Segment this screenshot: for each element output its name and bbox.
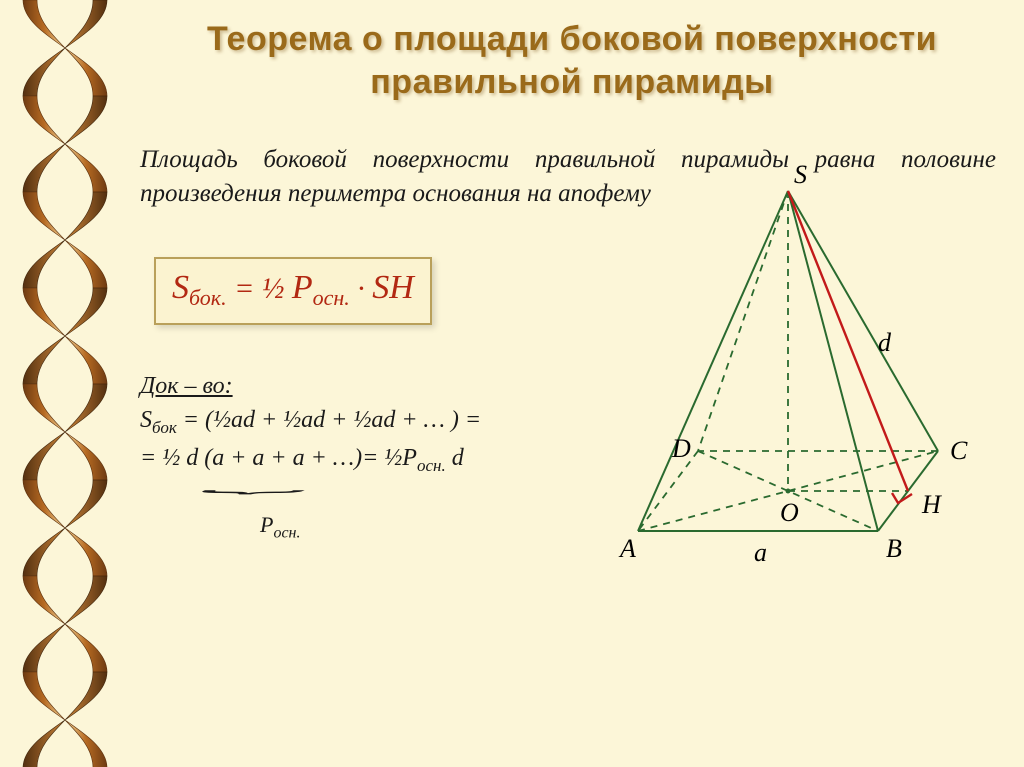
brace-wrap: ⏟ Pосн. <box>140 476 570 544</box>
ribbon-twist-group <box>23 0 107 767</box>
proof-s-sub: бок <box>152 418 177 437</box>
proof-l2b: d <box>446 445 464 471</box>
svg-text:B: B <box>886 534 902 563</box>
formula-p-sub: осн. <box>313 285 350 310</box>
main-formula: Sбок. = ½ Pосн. · SH <box>154 257 432 325</box>
pyramid-diagram: S A B C D O Ha d <box>548 151 988 591</box>
formula-rhs: SH <box>372 269 414 306</box>
proof-header: Док – во: <box>140 369 570 404</box>
decorative-ribbon <box>0 0 130 767</box>
perimeter-label: Pосн. <box>260 509 570 545</box>
proof-line-1: Sбок = (½ad + ½ad + ½ad + … ) = <box>140 403 570 440</box>
proof-block: Док – во: Sбок = (½ad + ½ad + ½ad + … ) … <box>140 369 570 545</box>
plabel-p: P <box>260 512 273 537</box>
svg-text:C: C <box>950 436 968 465</box>
proof-s: S <box>140 407 152 433</box>
left-column: Sбок. = ½ Pосн. · SH Док – во: Sбок = (½… <box>140 241 570 545</box>
proof-l2-sub: осн. <box>417 456 446 475</box>
svg-text:S: S <box>794 160 807 189</box>
formula-lhs: S <box>172 269 189 306</box>
slide: Теорема о площади боковой поверхности пр… <box>0 0 1024 767</box>
formula-eq: = <box>227 272 262 305</box>
formula-lhs-sub: бок. <box>189 285 227 310</box>
svg-text:a: a <box>754 538 767 567</box>
underbrace-icon: ⏟ <box>206 478 310 489</box>
ribbon-svg <box>0 0 130 767</box>
svg-text:H: H <box>921 490 942 519</box>
plabel-sub: осн. <box>273 524 300 541</box>
slide-title: Теорема о площади боковой поверхности пр… <box>140 18 1004 103</box>
formula-p: P <box>292 269 313 306</box>
svg-text:d: d <box>878 328 892 357</box>
proof-l1b: = (½ad + ½ad + ½ad + … ) = <box>177 407 481 433</box>
formula-dot: · <box>350 272 373 305</box>
lower-row: Sбок. = ½ Pосн. · SH Док – во: Sбок = (½… <box>140 241 1004 545</box>
svg-text:D: D <box>671 434 691 463</box>
svg-text:O: O <box>780 498 799 527</box>
svg-text:A: A <box>618 534 636 563</box>
proof-line-2: = ½ d (a + a + a + …)= ½Pосн. d <box>140 441 570 478</box>
content-area: Теорема о площади боковой поверхности пр… <box>130 0 1024 767</box>
formula-half: ½ <box>262 272 292 305</box>
proof-l2a: = ½ d (a + a + a + …)= ½P <box>140 445 417 471</box>
right-column: SABCDOHad <box>578 241 1004 545</box>
